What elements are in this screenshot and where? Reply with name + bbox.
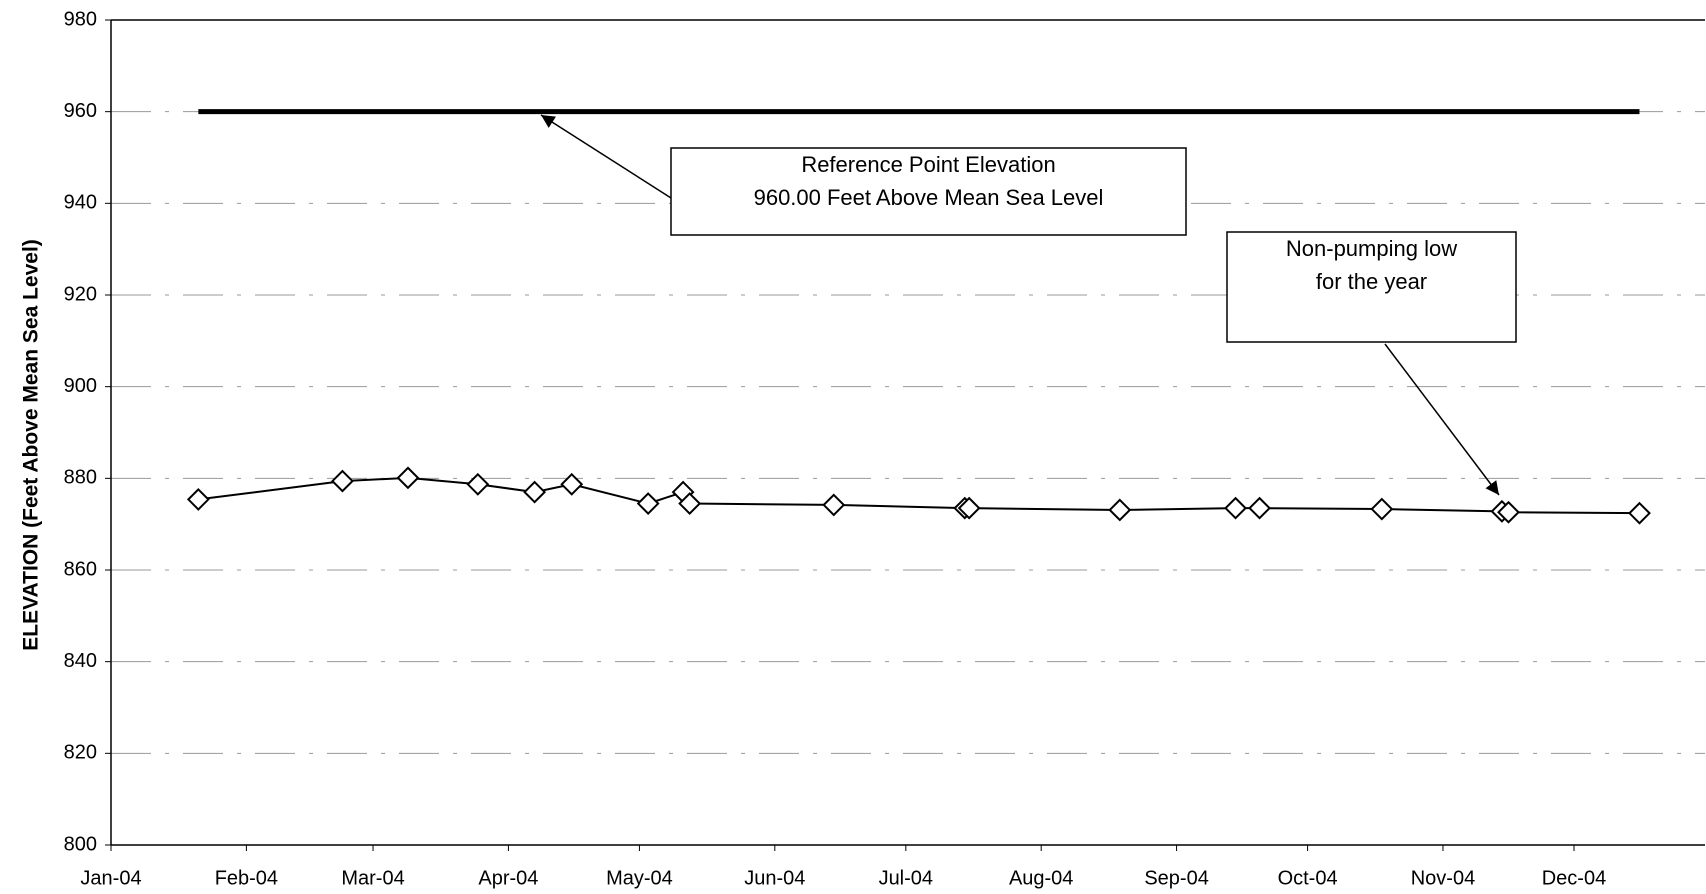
data-point — [957, 496, 981, 520]
x-tick-label: Sep-04 — [1144, 867, 1209, 889]
data-point — [523, 480, 547, 504]
annotation-box — [1226, 231, 1517, 343]
y-tick-label: 860 — [64, 558, 97, 580]
x-tick-label: Oct-04 — [1278, 867, 1338, 889]
data-point — [331, 469, 354, 493]
data-point — [466, 472, 490, 496]
annotation-arrow — [540, 114, 672, 199]
annotation-text: 960.00 Feet Above Mean Sea Level — [754, 185, 1104, 210]
data-point — [560, 472, 584, 496]
y-tick-label: 940 — [64, 192, 97, 214]
y-axis-label: ELEVATION (Feet Above Mean Sea Level) — [20, 239, 43, 651]
y-tick-label: 980 — [64, 8, 97, 30]
data-point — [186, 488, 210, 511]
data-point — [1108, 498, 1132, 522]
data-point — [1628, 501, 1651, 525]
data-point — [1497, 500, 1520, 524]
x-tick-label: Jun-04 — [744, 867, 805, 889]
data-point — [636, 492, 660, 515]
x-tick-label: Apr-04 — [478, 867, 538, 889]
data-point — [1248, 496, 1271, 520]
data-point — [822, 493, 846, 517]
y-tick-label: 920 — [64, 283, 97, 305]
x-tick-label: Dec-04 — [1542, 867, 1606, 889]
data-point — [1224, 496, 1247, 520]
annotation-box — [670, 147, 1187, 236]
y-tick-label: 960 — [64, 100, 97, 122]
data-point — [1370, 497, 1394, 521]
x-tick-label: Jan-04 — [80, 867, 141, 889]
x-tick-label: Nov-04 — [1411, 867, 1475, 889]
y-tick-label: 900 — [64, 375, 97, 397]
x-tick-label: Aug-04 — [1009, 867, 1074, 889]
x-tick-label: Mar-04 — [341, 867, 404, 889]
y-tick-label: 840 — [64, 650, 97, 672]
x-tick-label: Jul-04 — [879, 867, 933, 889]
y-tick-label: 820 — [64, 742, 97, 764]
data-point — [678, 492, 702, 515]
data-point — [396, 466, 420, 490]
x-tick-label: May-04 — [606, 867, 673, 889]
annotation-text: Reference Point Elevation — [801, 152, 1055, 177]
data-line — [198, 476, 1640, 515]
annotation-text: Non-pumping low — [1286, 236, 1457, 261]
y-tick-label: 800 — [64, 833, 97, 855]
annotation-arrow — [1384, 343, 1500, 496]
x-tick-label: Feb-04 — [215, 867, 278, 889]
y-tick-label: 880 — [64, 467, 97, 489]
annotation-text: for the year — [1316, 269, 1427, 294]
